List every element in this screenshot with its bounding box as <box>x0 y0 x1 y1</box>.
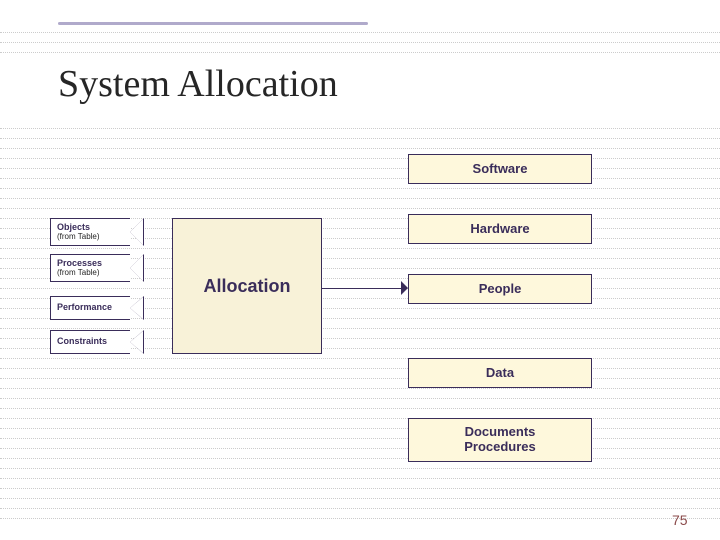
output-box-software: Software <box>408 154 592 184</box>
output-label: Documents Procedures <box>464 425 536 455</box>
title-accent-rule <box>58 22 368 25</box>
input-arrow-processes: Processes(from Table) <box>50 254 144 282</box>
dotted-lines-top <box>0 32 720 53</box>
allocation-box: Allocation <box>172 218 322 354</box>
output-label: Data <box>486 366 514 381</box>
input-arrow-constraints: Constraints <box>50 330 144 354</box>
slide-title: System Allocation <box>58 62 338 106</box>
output-label: People <box>479 282 522 297</box>
connector-arrowhead <box>401 281 408 295</box>
input-label: Performance <box>57 303 130 312</box>
output-box-people: People <box>408 274 592 304</box>
allocation-label: Allocation <box>203 276 290 297</box>
input-sublabel: (from Table) <box>57 269 130 277</box>
slide: { "colors": { "title_rule": "#b0aacb", "… <box>0 0 720 540</box>
dotted-lines-rest <box>0 128 720 519</box>
page-number: 75 <box>672 512 688 528</box>
input-label: Constraints <box>57 337 130 346</box>
connector-line <box>322 288 401 289</box>
output-label: Software <box>473 162 528 177</box>
input-arrow-performance: Performance <box>50 296 144 320</box>
output-box-data: Data <box>408 358 592 388</box>
output-box-hardware: Hardware <box>408 214 592 244</box>
output-label: Hardware <box>470 222 529 237</box>
input-sublabel: (from Table) <box>57 233 130 241</box>
output-box-documents: Documents Procedures <box>408 418 592 462</box>
input-arrow-objects: Objects(from Table) <box>50 218 144 246</box>
